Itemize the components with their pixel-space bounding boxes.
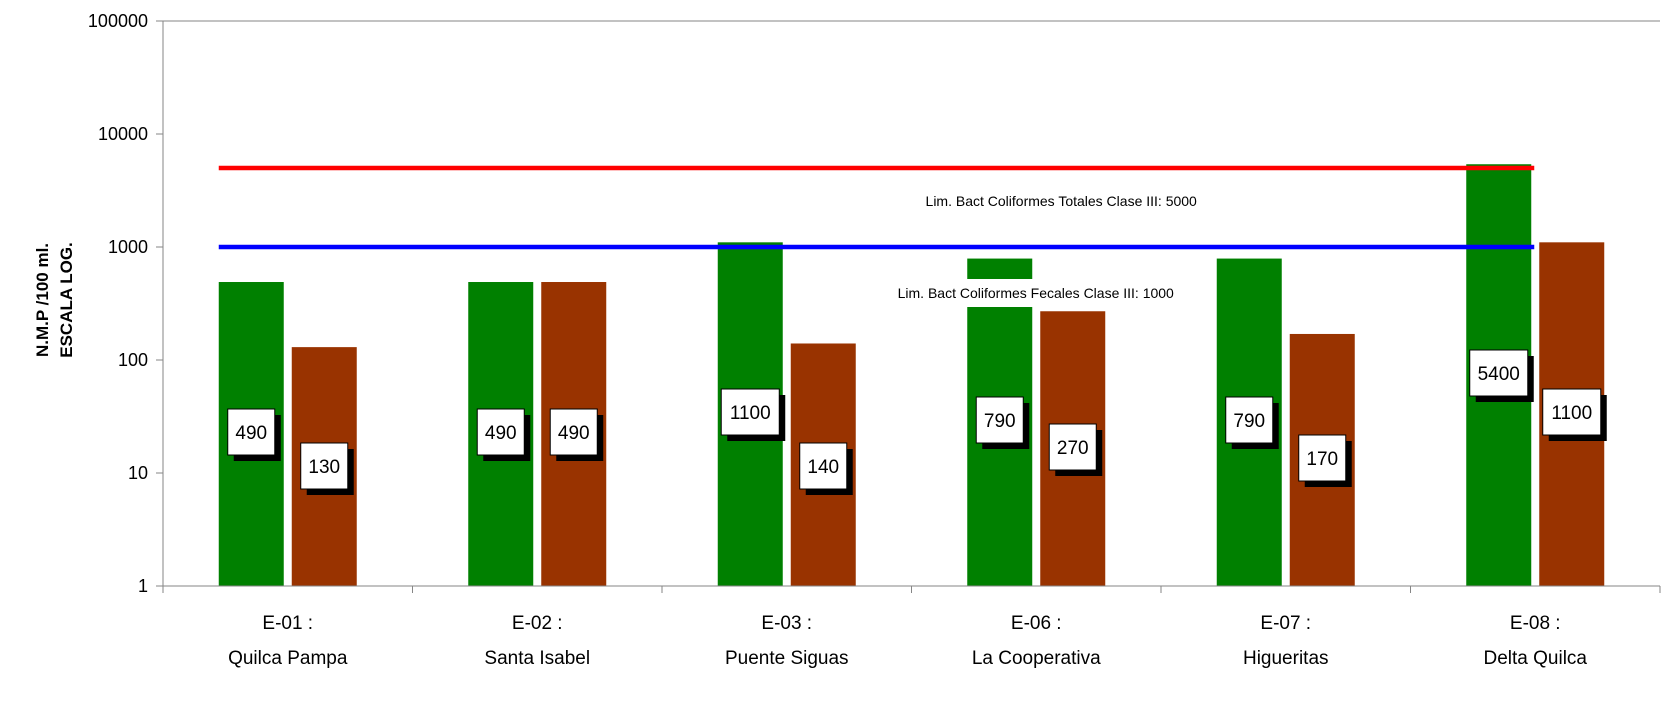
axes — [162, 20, 1661, 593]
category-code: E-01 : — [262, 613, 313, 634]
category-name: Santa Isabel — [484, 648, 590, 669]
data-label-box — [227, 408, 276, 456]
data-label: 490 — [558, 423, 590, 444]
y-axis-title-line2: ESCALA LOG. — [57, 242, 76, 358]
category-name: Delta Quilca — [1484, 648, 1588, 669]
data-label-box — [720, 388, 780, 436]
y-axis-title-line1: N.M.P /100 ml. — [33, 243, 52, 357]
y-axis-ticks: 1 10 100 1000 10000 100000 — [88, 11, 163, 596]
data-label-box — [549, 408, 598, 456]
bars — [218, 164, 1605, 586]
data-label: 130 — [308, 457, 340, 478]
y-tick-label: 100000 — [88, 11, 148, 31]
data-label: 1100 — [730, 403, 771, 424]
data-labels: 490 490 1100 790 790 5400 130 490 140 270 170 1100 — [227, 349, 1607, 495]
data-label-box — [300, 442, 349, 490]
reference-label-bg — [864, 279, 1207, 307]
data-label-box — [1469, 349, 1529, 397]
data-label: 490 — [235, 423, 267, 444]
category-code: E-07 : — [1260, 613, 1311, 634]
data-label: 790 — [1233, 411, 1265, 432]
data-label: 270 — [1057, 438, 1089, 459]
category-name: Puente Siguas — [725, 648, 849, 669]
data-label-box — [1225, 396, 1274, 444]
category-name: La Cooperativa — [972, 648, 1101, 669]
y-tick-label: 1 — [138, 576, 148, 596]
data-label: 140 — [807, 457, 839, 478]
y-tick-label: 100 — [118, 350, 148, 370]
data-label-box — [1298, 434, 1347, 482]
data-label: 790 — [984, 411, 1016, 432]
reference-line-label: Lim. Bact Coliformes Totales Clase III: … — [926, 193, 1198, 209]
y-tick-label: 10000 — [98, 124, 148, 144]
data-label: 170 — [1306, 449, 1338, 470]
y-tick-label: 10 — [128, 463, 148, 483]
category-name: Quilca Pampa — [228, 648, 348, 669]
data-label: 490 — [485, 423, 517, 444]
x-axis-categories: E-01 : Quilca Pampa E-02 : Santa Isabel E-03… — [228, 613, 1587, 669]
data-label-box — [1542, 388, 1602, 436]
reference-label-bg — [890, 187, 1233, 215]
data-label: 1100 — [1551, 403, 1592, 424]
data-label-box — [476, 408, 525, 456]
data-label-box — [1048, 423, 1097, 471]
reference-line-label: Lim. Bact Coliformes Fecales Clase III: … — [898, 285, 1174, 301]
category-code: E-02 : — [512, 613, 563, 634]
category-code: E-06 : — [1011, 613, 1062, 634]
reference-lines: Lim. Bact Coliformes Totales Clase III: … — [218, 165, 1535, 307]
category-code: E-08 : — [1510, 613, 1561, 634]
category-name: Higueritas — [1243, 648, 1329, 669]
data-label-box — [799, 442, 848, 490]
data-label-box — [975, 396, 1024, 444]
category-code: E-03 : — [761, 613, 812, 634]
y-tick-label: 1000 — [108, 237, 148, 257]
data-label: 5400 — [1478, 364, 1520, 385]
